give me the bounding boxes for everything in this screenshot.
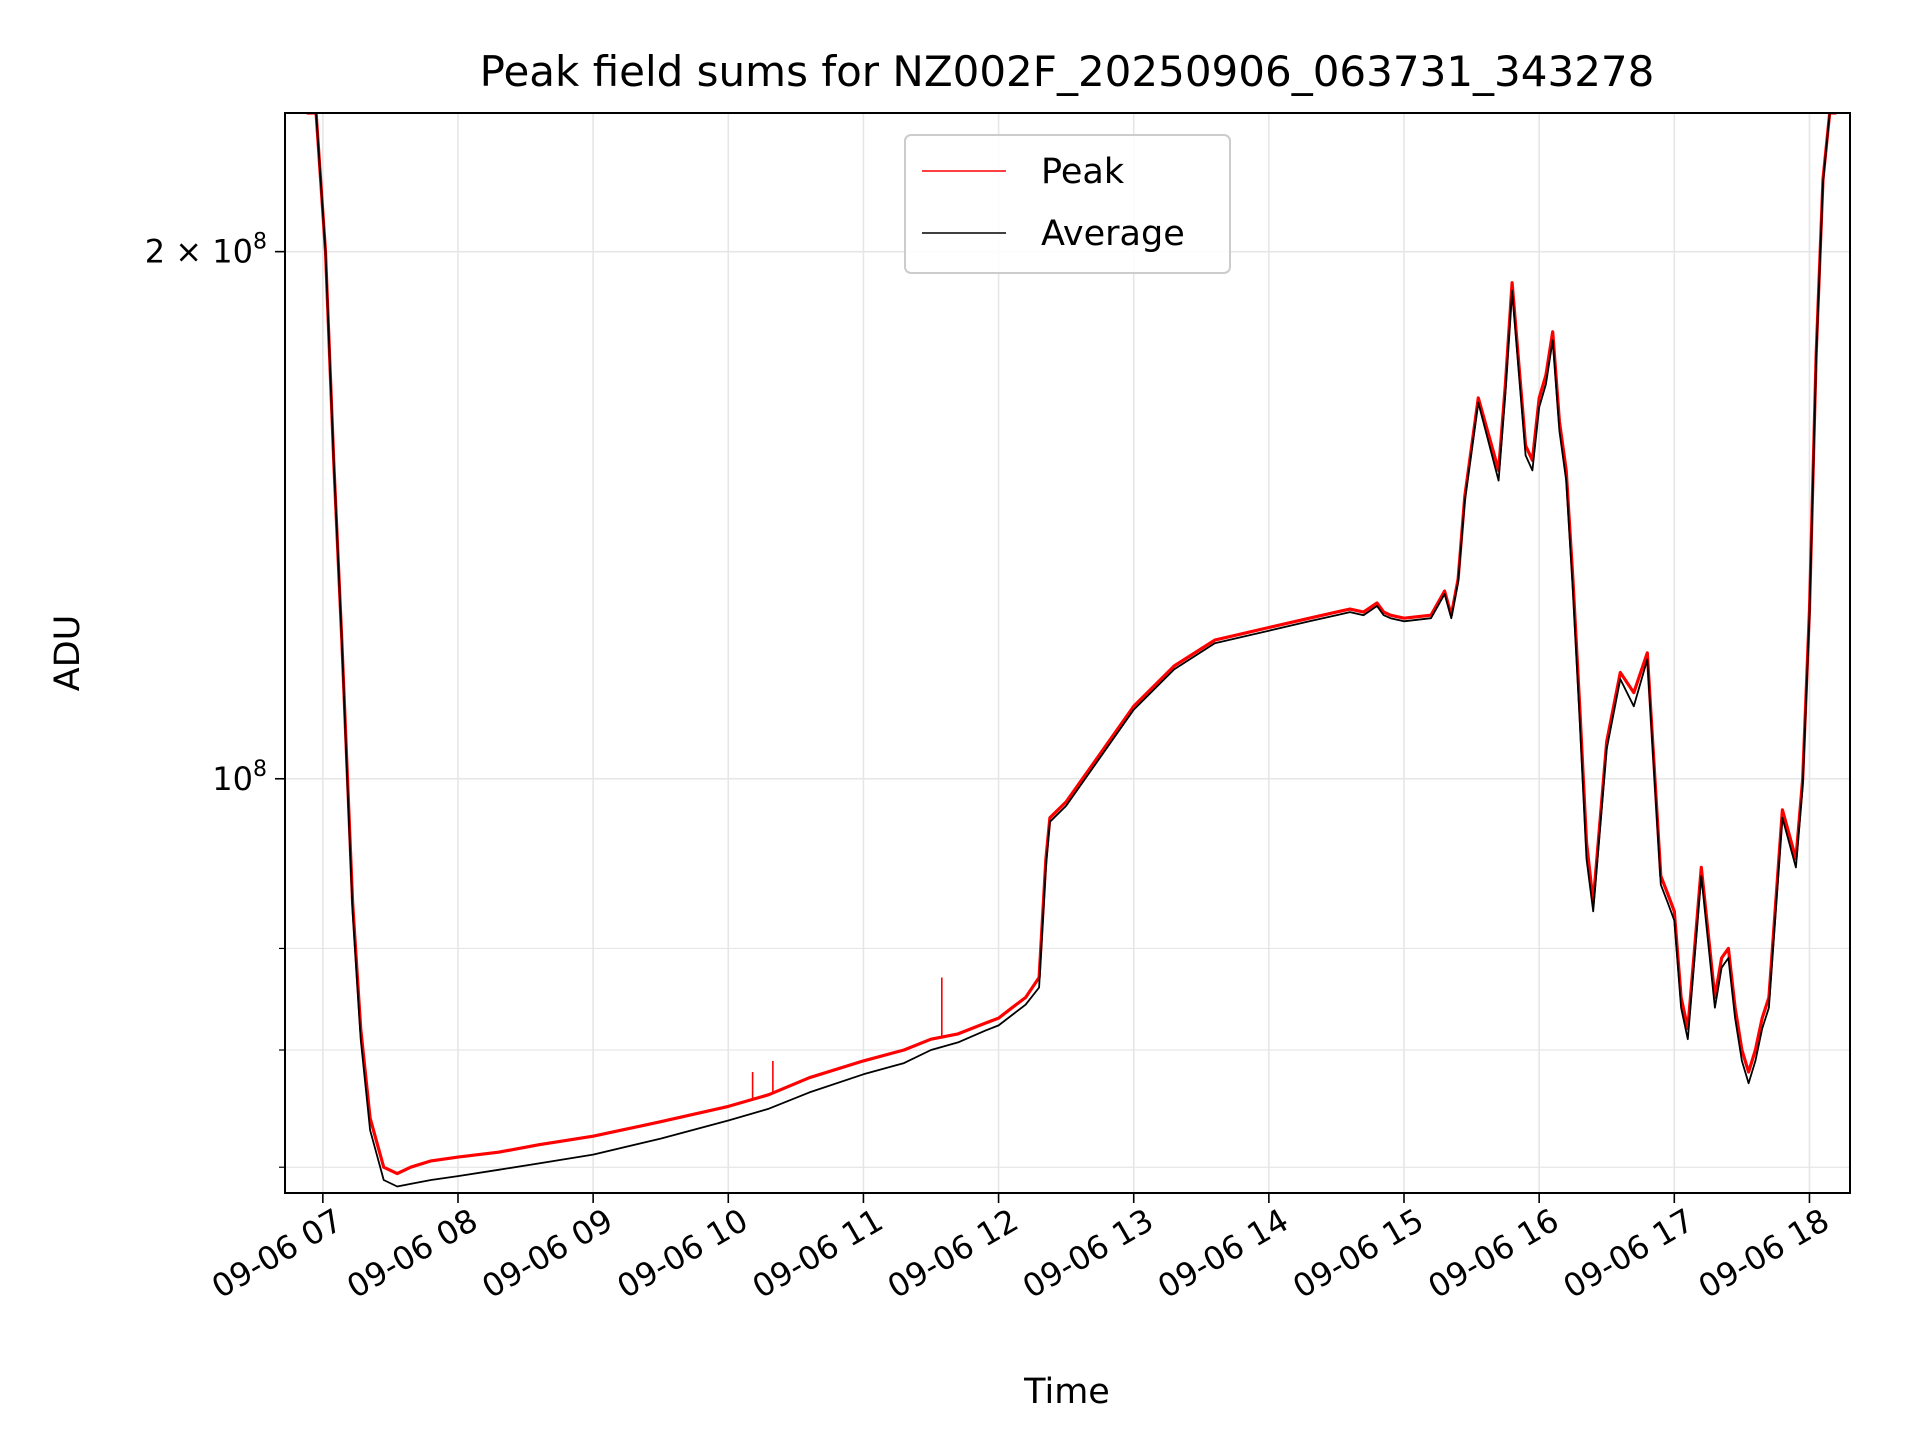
legend-label-average: Average: [1041, 214, 1185, 254]
series-layer: [306, 113, 1837, 1188]
y-tick-label: 2 × 108: [145, 230, 267, 271]
y-axis: 108 2 × 108: [145, 230, 285, 1168]
y-axis-label: ADU: [48, 615, 88, 692]
series-line-average: [306, 113, 1837, 1188]
chart-title: Peak field sums for NZ002F_20250906_0637…: [480, 47, 1655, 96]
legend-label-peak: Peak: [1041, 152, 1125, 192]
legend: Peak Average: [904, 134, 1231, 274]
y-tick-label: 108: [212, 757, 267, 798]
series-line-peak: [306, 113, 1837, 1176]
x-axis-label: Time: [1023, 1372, 1110, 1412]
plot-frame: [284, 112, 1851, 1194]
legend-box: [904, 134, 1231, 274]
